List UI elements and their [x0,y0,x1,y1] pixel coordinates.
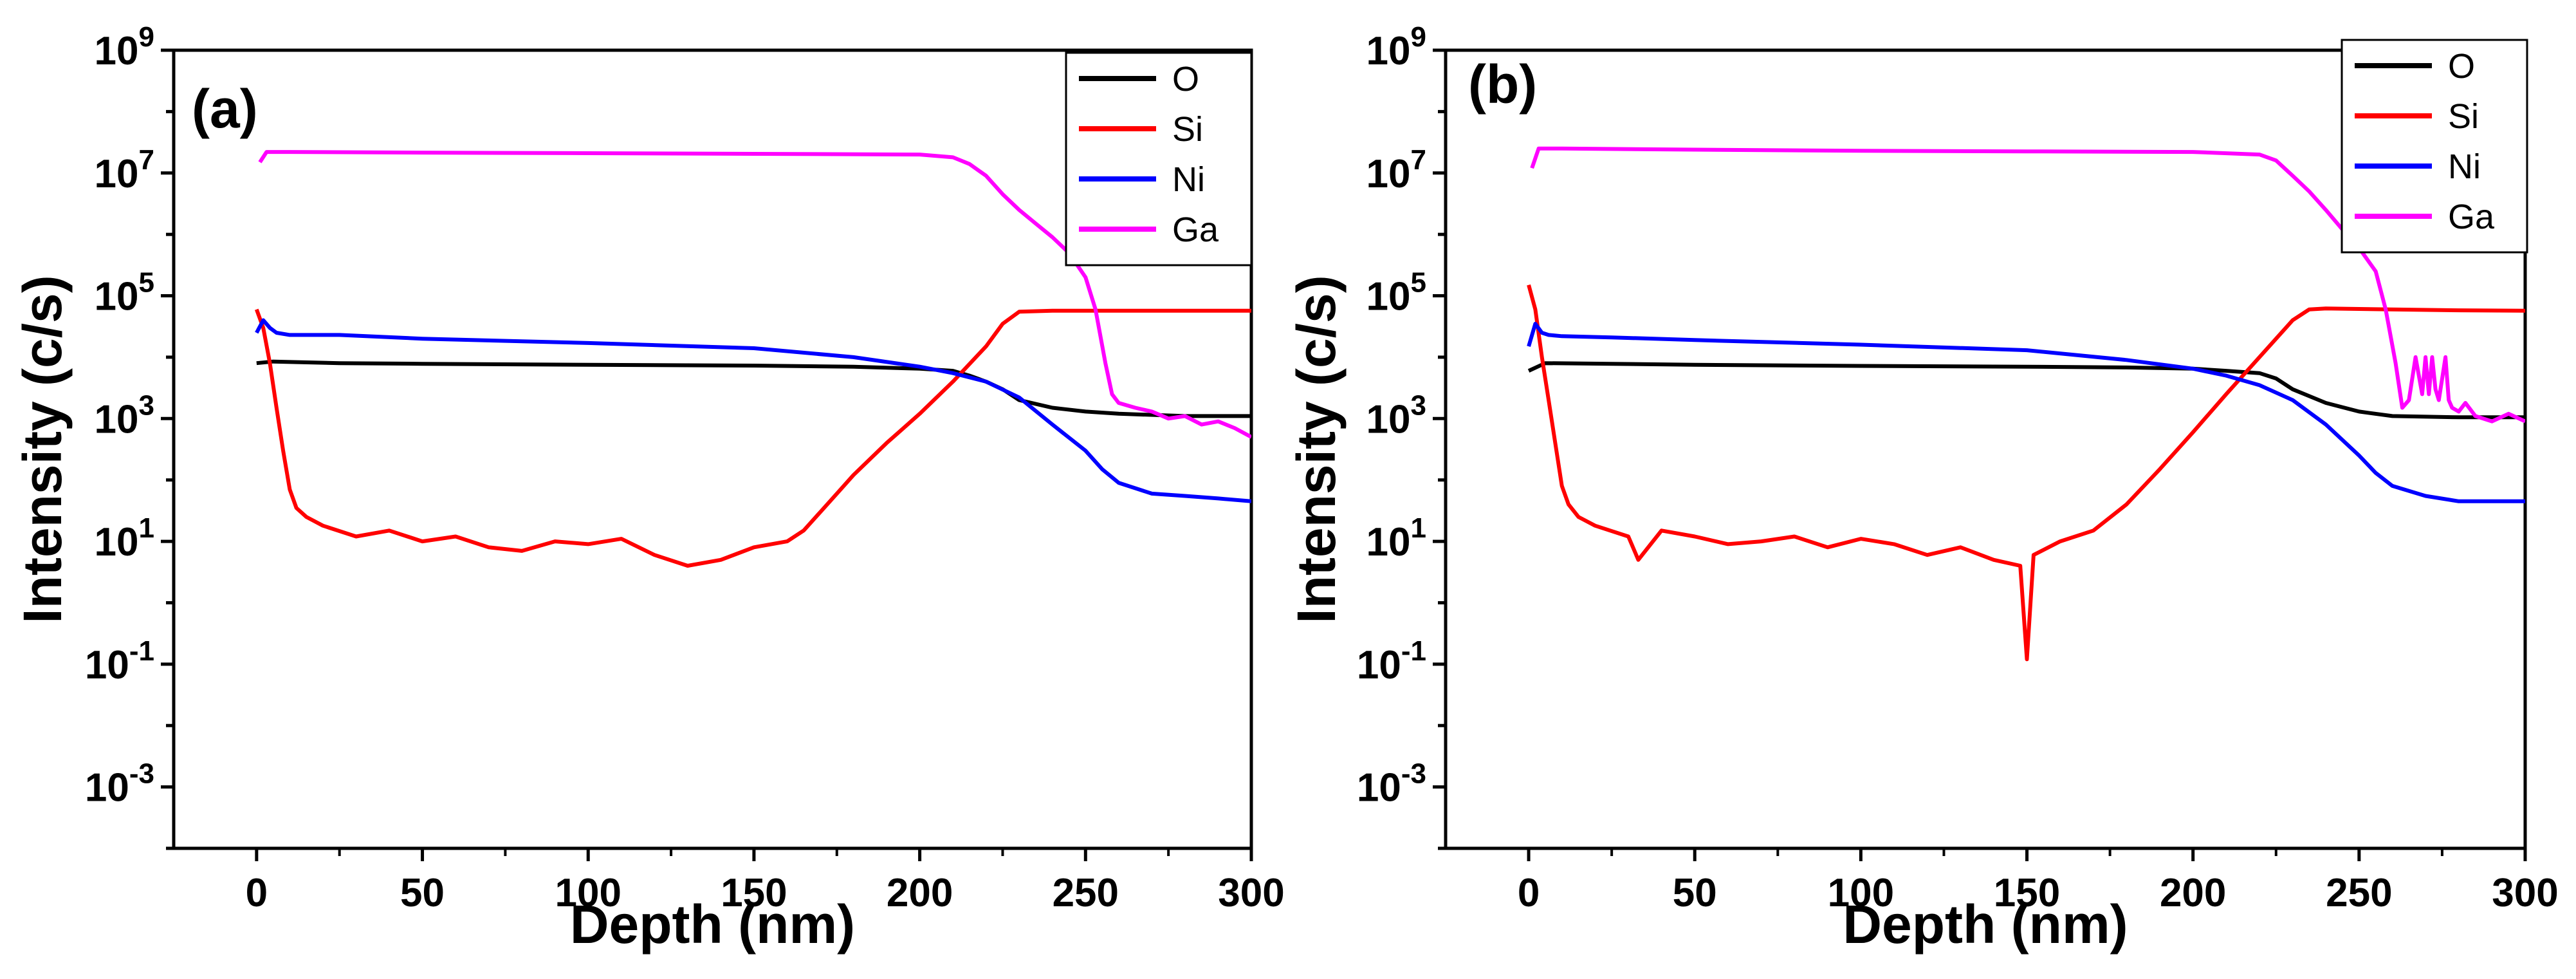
x-tick-label: 0 [246,871,268,915]
y-tick-label: 10-3 [85,758,154,810]
y-tick-label: 101 [1366,512,1426,564]
x-tick-label: 150 [721,871,787,915]
y-tick-label: 10-1 [85,635,154,687]
y-tick-label: 105 [1366,267,1426,319]
series-group [1527,146,2525,662]
series-line-si [1527,284,2525,662]
x-tick-label: 300 [2492,871,2558,915]
y-tick-label: 109 [95,21,154,73]
x-tick-label: 250 [1053,871,1119,915]
panel-b: 0 50 100 150 200 250 300 109 107 105 103 101 10-1 10-… [1286,21,2559,955]
legend-box [1065,51,1253,266]
series-line-o [256,359,1251,418]
x-tick-label: 200 [887,871,953,915]
y-tick-label: 105 [95,267,154,319]
legend-label-ga: Ga [1172,210,1219,249]
panel-a: 0 50 100 150 200 250 300 109 107 105 103 101 10-1 10-… [12,21,1285,955]
plot-frame [172,48,1253,850]
series-line-ga [258,150,1251,439]
legend-label-o: O [2448,47,2475,86]
plot-frame [1444,48,2527,850]
y-tick-label: 10-1 [1357,635,1426,687]
legend-label-si: Si [1172,110,1203,149]
y-tick-label: 10-3 [1357,758,1426,810]
y-tick-label: 109 [1366,21,1426,73]
series-line-ni [255,318,1251,503]
y-tick-label: 107 [95,144,154,196]
y-axis-title: Intensity (c/s) [12,275,73,623]
x-axis-title: Depth (nm) [570,894,855,955]
y-axis-title: Intensity (c/s) [1286,275,1347,623]
legend-box [2341,39,2528,254]
y-tick-label: 103 [1366,389,1426,442]
series-line-o [1527,361,2525,420]
x-tick-label: 200 [2160,871,2226,915]
x-tick-label: 300 [1218,871,1284,915]
x-tick-label: 100 [555,871,621,915]
legend-label-ni: Ni [1172,160,1205,199]
panel-label: (b) [1468,54,1537,115]
x-tick-label: 50 [400,871,445,915]
legend-label-si: Si [2448,97,2479,136]
x-tick-label: 250 [2326,871,2392,915]
legend-label-o: O [1172,60,1199,98]
series-group [254,150,1251,568]
x-axis-title: Depth (nm) [1843,894,2128,955]
series-line-si [254,308,1251,568]
legend-label-ni: Ni [2448,147,2481,186]
y-tick-label: 103 [95,389,154,442]
y-tick-label: 107 [1366,144,1426,196]
x-tick-label: 100 [1828,871,1894,915]
panel-label: (a) [192,79,258,139]
x-tick-label: 150 [1994,871,2060,915]
x-tick-label: 50 [1673,871,1717,915]
y-tick-label: 101 [95,512,154,564]
legend-label-ga: Ga [2448,198,2495,236]
series-line-ni [1527,322,2525,503]
x-tick-label: 0 [1518,871,1540,915]
series-line-ga [1530,146,2525,424]
